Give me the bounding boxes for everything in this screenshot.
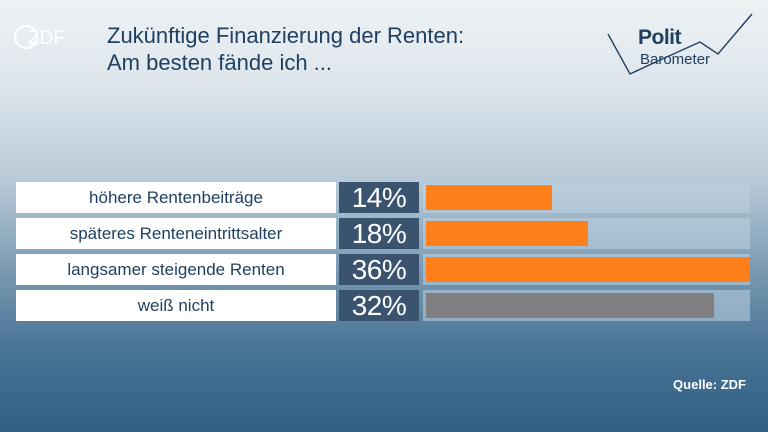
data-label: 36% bbox=[339, 254, 419, 285]
title-line-2: Am besten fände ich ... bbox=[107, 50, 333, 75]
bar-track bbox=[423, 218, 750, 249]
source-note: Quelle: ZDF bbox=[673, 377, 746, 392]
chart-title: Zukünftige Finanzierung der Renten: Am b… bbox=[107, 22, 464, 76]
politbarometer-polit: Polit bbox=[638, 26, 682, 49]
bar-chart: höhere Rentenbeiträge 14% späteres Rente… bbox=[16, 182, 751, 321]
category-label: höhere Rentenbeiträge bbox=[16, 182, 336, 213]
bar-track bbox=[423, 254, 750, 285]
data-label: 32% bbox=[339, 290, 419, 321]
chart-row: weiß nicht 32% bbox=[16, 290, 751, 321]
data-label: 14% bbox=[339, 182, 419, 213]
chart-row: höhere Rentenbeiträge 14% bbox=[16, 182, 751, 213]
title-line-1: Zukünftige Finanzierung der Renten: bbox=[107, 23, 465, 48]
bar bbox=[426, 293, 714, 318]
politbarometer-logo: Polit Barometer bbox=[600, 12, 760, 82]
zdf-logo: ZDF bbox=[13, 24, 84, 50]
bar bbox=[426, 221, 588, 246]
category-label: späteres Renteneintrittsalter bbox=[16, 218, 336, 249]
politbarometer-barometer: Barometer bbox=[640, 51, 711, 68]
chart-row: späteres Renteneintrittsalter 18% bbox=[16, 218, 751, 249]
zdf-logo-text: ZDF bbox=[28, 28, 65, 49]
bar-track bbox=[423, 290, 750, 321]
data-label: 18% bbox=[339, 218, 419, 249]
category-label: langsamer steigende Renten bbox=[16, 254, 336, 285]
chart-row: langsamer steigende Renten 36% bbox=[16, 254, 751, 285]
category-label: weiß nicht bbox=[16, 290, 336, 321]
bar-track bbox=[423, 182, 750, 213]
bar bbox=[426, 257, 750, 282]
bar bbox=[426, 185, 552, 210]
